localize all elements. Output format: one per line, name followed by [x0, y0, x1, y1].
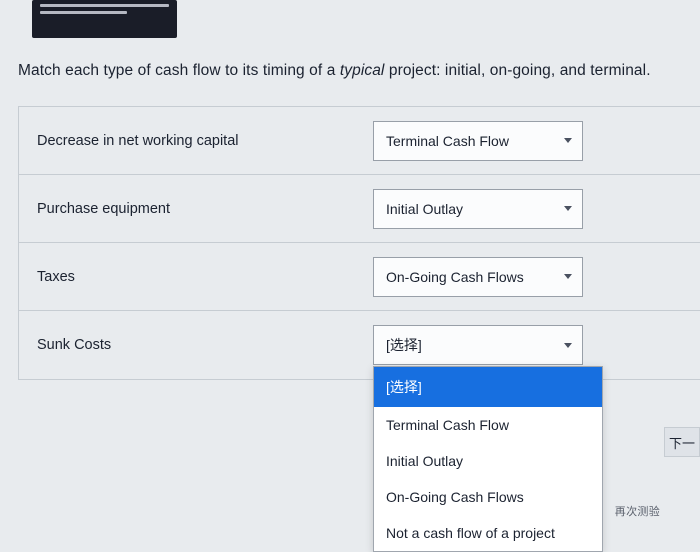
row-label: Purchase equipment: [19, 201, 359, 217]
row-control: [选择] [选择] Terminal Cash Flow Initial Out…: [359, 325, 700, 365]
footer-hint: 再次测验: [615, 503, 660, 519]
select-value: On-Going Cash Flows: [386, 269, 524, 285]
match-row: Taxes On-Going Cash Flows: [19, 243, 700, 311]
next-label: 下一: [669, 433, 695, 452]
dropdown-list: [选择] Terminal Cash Flow Initial Outlay O…: [373, 366, 603, 552]
match-row: Decrease in net working capital Terminal…: [19, 107, 700, 175]
question-suffix: project: initial, on-going, and terminal…: [384, 62, 650, 79]
select-value: Initial Outlay: [386, 201, 463, 217]
chevron-down-icon: [564, 343, 572, 348]
select-value: Terminal Cash Flow: [386, 133, 509, 149]
chevron-down-icon: [564, 138, 572, 143]
chevron-down-icon: [564, 274, 572, 279]
dropdown-option[interactable]: [选择]: [374, 367, 602, 407]
question-emphasis: typical: [340, 62, 385, 79]
dropdown-select[interactable]: On-Going Cash Flows: [373, 257, 583, 297]
dropdown-option[interactable]: Not a cash flow of a project: [374, 515, 602, 551]
chevron-down-icon: [564, 206, 572, 211]
row-control: Terminal Cash Flow: [359, 121, 700, 161]
question-prefix: Match each type of cash flow to its timi…: [18, 62, 340, 79]
match-row: Purchase equipment Initial Outlay: [19, 175, 700, 243]
dropdown-option[interactable]: Initial Outlay: [374, 443, 602, 479]
row-label: Sunk Costs: [19, 337, 359, 353]
row-label: Decrease in net working capital: [19, 133, 359, 149]
row-label: Taxes: [19, 269, 359, 285]
dropdown-option[interactable]: Terminal Cash Flow: [374, 407, 602, 443]
match-row: Sunk Costs [选择] [选择] Terminal Cash Flow …: [19, 311, 700, 379]
dropdown-select[interactable]: Terminal Cash Flow: [373, 121, 583, 161]
question-prompt: Match each type of cash flow to its timi…: [18, 62, 682, 80]
dropdown-select-open[interactable]: [选择] [选择] Terminal Cash Flow Initial Out…: [373, 325, 583, 365]
next-button[interactable]: 下一: [664, 427, 700, 457]
dropdown-option[interactable]: On-Going Cash Flows: [374, 479, 602, 515]
select-value: [选择]: [386, 335, 422, 355]
row-control: Initial Outlay: [359, 189, 700, 229]
dropdown-select[interactable]: Initial Outlay: [373, 189, 583, 229]
video-thumbnail[interactable]: [32, 0, 177, 38]
row-control: On-Going Cash Flows: [359, 257, 700, 297]
matching-grid: Decrease in net working capital Terminal…: [18, 106, 700, 380]
